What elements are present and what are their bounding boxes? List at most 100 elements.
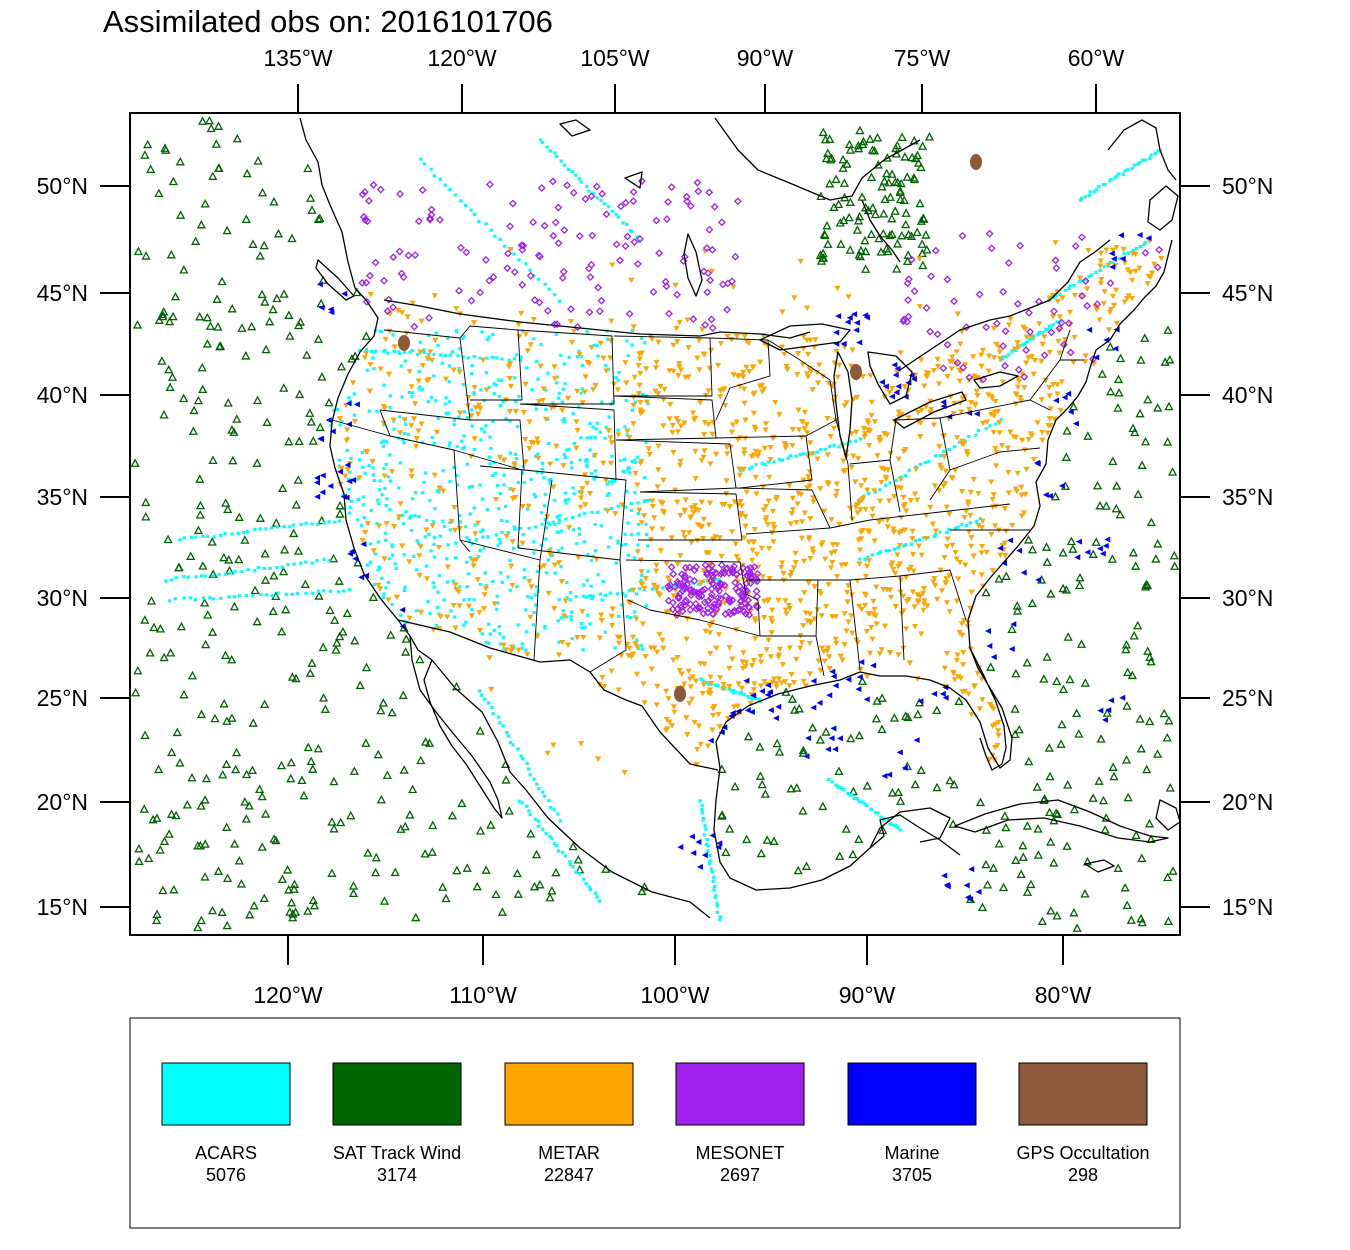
acars-marker xyxy=(498,541,503,545)
metar-marker xyxy=(988,531,995,538)
metar-marker xyxy=(692,476,699,482)
sat-track-wind-marker xyxy=(497,907,507,916)
acars-marker xyxy=(265,593,269,597)
sat-track-wind-marker xyxy=(193,395,203,405)
acars-marker xyxy=(904,543,908,547)
metar-marker xyxy=(961,515,968,521)
sat-track-wind-marker xyxy=(1033,850,1044,859)
metar-marker xyxy=(1039,341,1046,348)
sat-track-wind-marker xyxy=(205,321,215,330)
metar-marker xyxy=(579,609,586,615)
metar-marker xyxy=(923,370,930,376)
metar-marker xyxy=(608,613,615,620)
metar-marker xyxy=(516,333,523,340)
acars-marker xyxy=(731,688,736,692)
acars-marker xyxy=(575,541,579,546)
acars-marker xyxy=(517,799,521,803)
metar-marker xyxy=(934,596,941,603)
acars-marker xyxy=(270,526,274,530)
marine-marker xyxy=(1136,232,1143,239)
metar-marker xyxy=(979,518,986,525)
acars-marker xyxy=(451,579,456,583)
marine-marker xyxy=(716,840,723,847)
metar-marker xyxy=(1030,456,1037,463)
metar-marker xyxy=(1082,359,1089,365)
metar-marker xyxy=(860,425,867,432)
metar-marker xyxy=(547,461,554,468)
acars-marker xyxy=(533,454,538,458)
acars-marker xyxy=(372,478,376,483)
acars-marker xyxy=(543,518,548,522)
metar-marker xyxy=(958,621,965,627)
metar-marker xyxy=(1041,334,1048,340)
metar-marker xyxy=(930,422,937,428)
right-lat-label: 35°N xyxy=(1222,484,1273,510)
marine-marker xyxy=(353,401,360,408)
metar-marker xyxy=(694,746,701,753)
metar-marker xyxy=(586,490,593,497)
sat-track-wind-marker xyxy=(885,192,895,201)
sat-track-wind-marker xyxy=(255,784,265,794)
metar-marker xyxy=(932,528,939,534)
sat-track-wind-marker xyxy=(201,773,212,783)
mesonet-marker xyxy=(1078,292,1086,300)
acars-marker xyxy=(348,587,352,592)
sat-track-wind-marker xyxy=(319,693,329,702)
legend-count: 3174 xyxy=(377,1165,417,1185)
acars-marker xyxy=(515,353,519,357)
metar-marker xyxy=(833,542,840,548)
acars-marker xyxy=(612,479,616,483)
acars-marker xyxy=(563,455,568,460)
metar-marker xyxy=(949,354,956,360)
metar-marker xyxy=(990,325,997,332)
acars-marker xyxy=(629,533,634,537)
sat-track-wind-marker xyxy=(1037,916,1047,926)
mesonet-marker xyxy=(719,280,727,289)
sat-track-wind-marker xyxy=(874,233,884,243)
sat-track-wind-marker xyxy=(918,260,928,270)
metar-marker xyxy=(896,530,903,536)
mesonet-marker xyxy=(664,198,672,206)
acars-marker xyxy=(1087,275,1091,279)
acars-marker xyxy=(534,603,538,607)
marine-marker xyxy=(805,735,812,742)
sat-track-wind-marker xyxy=(1000,811,1010,820)
metar-marker xyxy=(584,480,591,487)
metar-marker xyxy=(1124,296,1131,302)
metar-marker xyxy=(950,411,957,417)
sat-track-wind-marker xyxy=(164,364,174,374)
sat-track-wind-marker xyxy=(218,769,228,779)
marine-marker xyxy=(1096,545,1103,552)
mesonet-marker xyxy=(713,594,722,602)
sat-track-wind-marker xyxy=(1010,704,1020,713)
marine-marker xyxy=(986,642,993,649)
metar-marker xyxy=(858,606,865,613)
sat-track-wind-marker xyxy=(876,247,886,256)
sat-track-wind-marker xyxy=(1114,388,1124,397)
metar-marker xyxy=(451,505,458,511)
metar-marker xyxy=(480,357,487,364)
acars-marker xyxy=(907,468,911,472)
acars-marker xyxy=(464,525,468,529)
metar-marker xyxy=(773,494,780,501)
mesonet-marker xyxy=(383,307,392,316)
metar-marker xyxy=(978,363,985,370)
metar-marker xyxy=(380,403,387,410)
acars-marker xyxy=(568,860,572,864)
acars-marker xyxy=(251,594,255,598)
mesonet-marker xyxy=(1050,307,1058,316)
metar-marker xyxy=(844,589,851,596)
sat-track-wind-marker xyxy=(1088,793,1098,802)
metar-marker xyxy=(949,358,956,365)
metar-marker xyxy=(721,501,728,508)
acars-marker xyxy=(857,800,861,804)
acars-marker xyxy=(443,524,447,529)
acars-marker xyxy=(378,479,382,483)
metar-marker xyxy=(798,640,805,646)
acars-marker xyxy=(640,336,644,341)
acars-marker xyxy=(561,387,565,391)
marine-marker xyxy=(750,692,757,699)
metar-marker xyxy=(960,662,967,668)
acars-marker xyxy=(496,544,500,548)
bottom-longitude-axis: 120°W 110°W 100°W 90°W 80°W xyxy=(253,935,1092,1008)
